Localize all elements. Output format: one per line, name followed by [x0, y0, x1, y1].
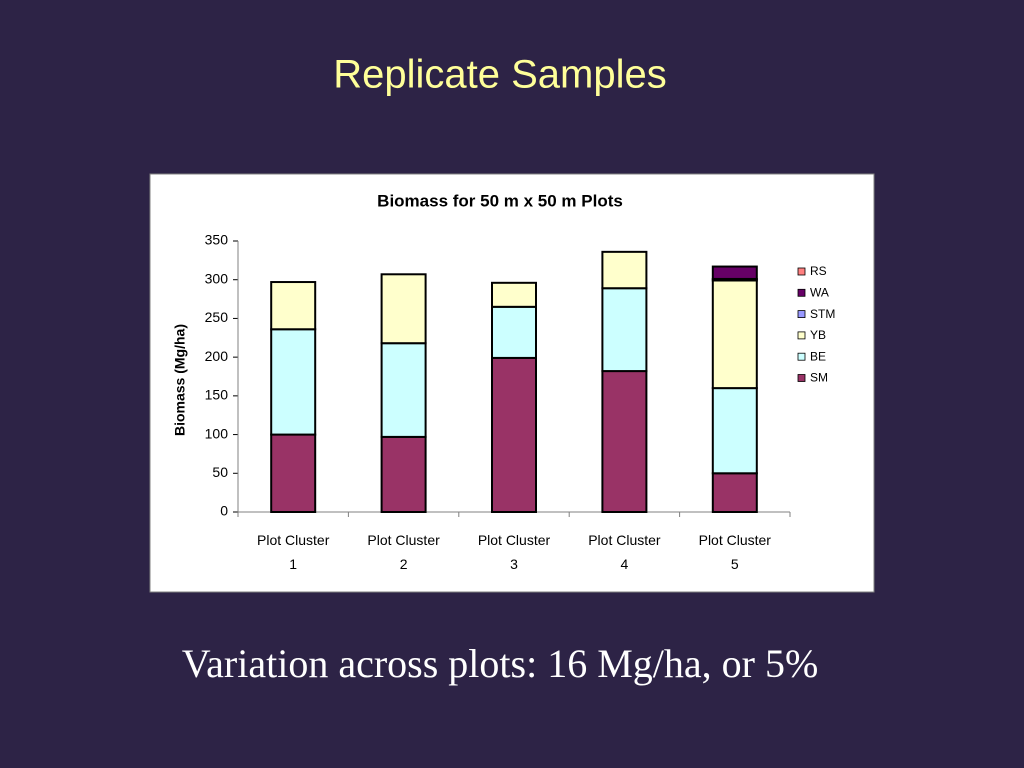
x-tick-label: Plot Cluster 2: [367, 532, 440, 572]
y-tick-label: 250: [205, 309, 229, 325]
legend-swatch: [797, 331, 806, 340]
bar-segment: [601, 250, 648, 290]
x-tick-label: Plot Cluster 4: [588, 532, 661, 572]
bar-segment: [711, 472, 758, 513]
bar-segment: [711, 387, 758, 475]
bar-segment: [601, 370, 648, 513]
slide-title: Replicate Samples: [333, 53, 667, 97]
bar-segment: [270, 433, 317, 514]
y-tick-label: 300: [205, 270, 229, 286]
legend-swatch: [797, 288, 806, 297]
bar-segment: [711, 265, 758, 280]
bar-segment: [491, 281, 537, 308]
bar-segment: [270, 328, 317, 436]
y-tick-label: 100: [205, 425, 229, 441]
legend-label: BE: [810, 349, 826, 363]
x-tick-label: Plot Cluster 5: [699, 532, 772, 572]
legend-swatch: [797, 374, 806, 382]
y-axis-title: Biomass (Mg/ha): [172, 324, 188, 436]
y-tick-label: 50: [212, 464, 228, 480]
x-tick-label: Plot Cluster 1: [257, 532, 330, 572]
x-tick-label: Plot Cluster 3: [478, 532, 551, 572]
legend-label: RS: [810, 264, 827, 278]
bar-segment: [380, 435, 427, 513]
bar-segment: [491, 356, 537, 513]
legend-label: YB: [810, 328, 826, 342]
y-tick-label: 150: [205, 387, 229, 403]
legend-label: STM: [810, 307, 835, 321]
bar-segment: [491, 305, 537, 359]
y-tick-label: 0: [220, 503, 228, 519]
y-tick-label: 350: [205, 232, 229, 248]
y-tick-label: 200: [205, 348, 229, 364]
bar-segment: [601, 287, 648, 373]
chart-title: Biomass for 50 m x 50 m Plots: [377, 191, 623, 210]
bar-segment: [380, 273, 427, 345]
legend-swatch: [797, 310, 806, 319]
bar-segment: [270, 281, 317, 331]
legend-swatch: [797, 267, 806, 276]
caption: Variation across plots: 16 Mg/ha, or 5%: [182, 641, 819, 686]
bar-segment: [380, 342, 427, 438]
legend-label: SM: [810, 371, 828, 385]
bar-segment: [711, 279, 758, 390]
legend-label: WA: [810, 285, 829, 299]
legend-swatch: [797, 352, 806, 361]
